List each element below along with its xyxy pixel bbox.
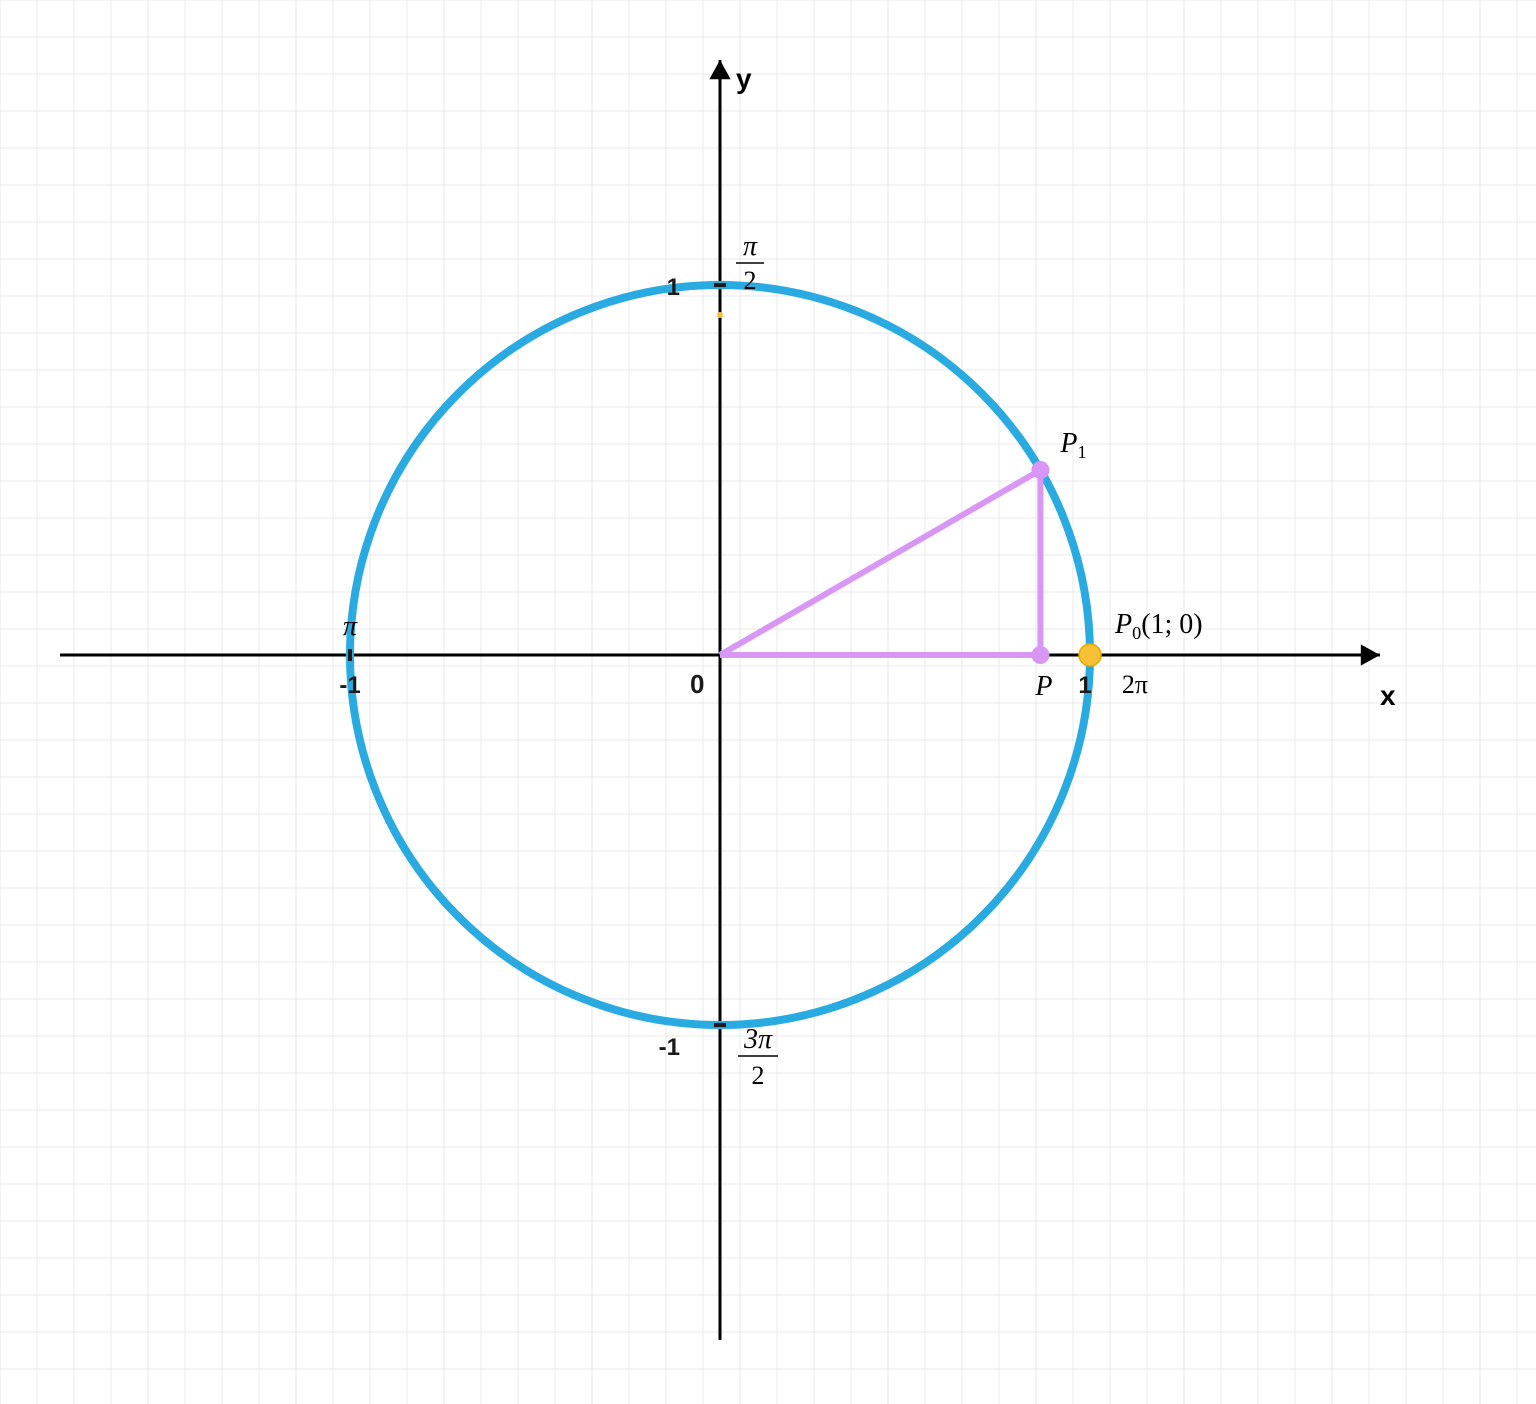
unit-circle-diagram: xy01-11-1π2π3π22πP1PP0(1; 0) <box>0 0 1536 1404</box>
tick-label-y-neg: -1 <box>659 1034 680 1061</box>
p-label: P <box>1034 671 1052 702</box>
pi-label: π <box>343 611 358 642</box>
tick-label-x-neg: -1 <box>339 672 360 699</box>
three-pi-2-denominator: 2 <box>752 1061 765 1090</box>
p0-label: P0(1; 0) <box>1114 609 1203 643</box>
two-pi-label: 2π <box>1122 670 1148 699</box>
pi-2-denominator: 2 <box>744 266 757 295</box>
tick-label-x-pos: 1 <box>1078 672 1091 699</box>
point-p1 <box>1031 461 1049 479</box>
axes: x y 0 <box>60 60 1396 1340</box>
point-labels: P1 P P0(1; 0) <box>1034 428 1202 702</box>
x-axis-label: x <box>1380 680 1396 711</box>
point-p0 <box>1079 644 1101 666</box>
three-pi-2-numerator: 3π <box>743 1024 773 1055</box>
p1-label: P1 <box>1059 428 1086 462</box>
grid <box>0 0 1536 1404</box>
angle-labels: π2π3π22π <box>343 231 1148 1090</box>
marker-dot <box>717 312 723 318</box>
origin-label: 0 <box>690 669 704 699</box>
point-p <box>1031 646 1049 664</box>
diagram-container: xy01-11-1π2π3π22πP1PP0(1; 0) <box>0 0 1536 1404</box>
pi-2-numerator: π <box>743 231 758 262</box>
y-axis-label: y <box>736 63 752 94</box>
tick-label-y-pos: 1 <box>667 274 680 301</box>
triangle <box>720 461 1049 664</box>
